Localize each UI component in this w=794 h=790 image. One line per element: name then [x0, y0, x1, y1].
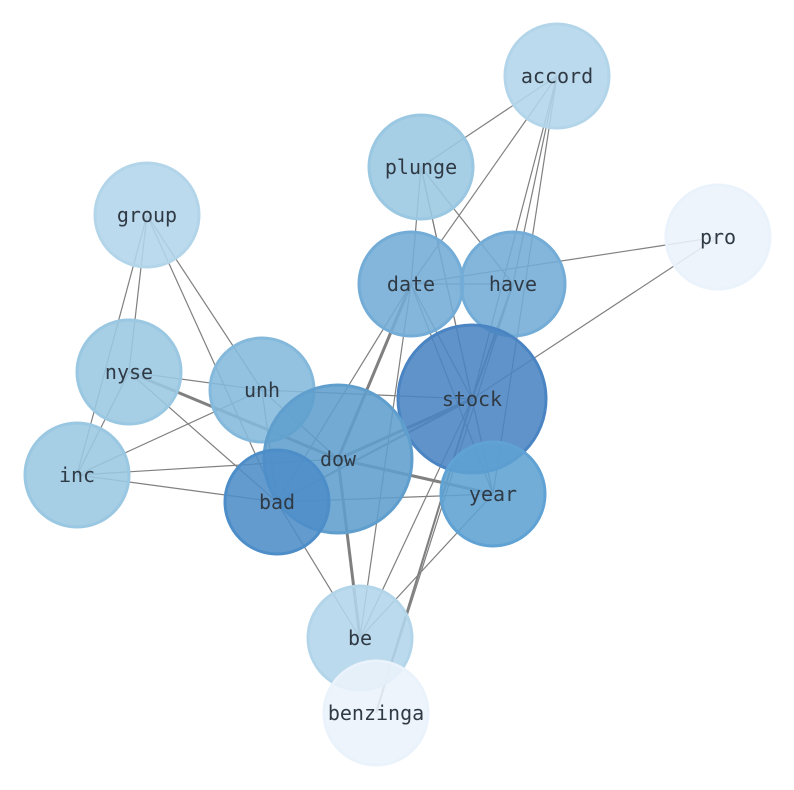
node-circle — [664, 183, 772, 291]
node-bad[interactable]: bad — [223, 448, 331, 556]
node-label: be — [348, 626, 372, 650]
node-plunge[interactable]: plunge — [367, 113, 475, 221]
node-label: benzinga — [328, 701, 424, 725]
node-stock[interactable]: stock — [396, 323, 548, 475]
node-label: stock — [442, 387, 502, 411]
node-nyse[interactable]: nyse — [75, 318, 183, 426]
node-accord[interactable]: accord — [503, 22, 611, 130]
node-benzinga[interactable]: benzinga — [322, 659, 430, 767]
node-circle — [93, 161, 201, 269]
node-label: have — [489, 272, 537, 296]
node-circle — [439, 440, 547, 548]
node-label: pro — [700, 225, 736, 249]
node-have[interactable]: have — [459, 230, 567, 338]
node-label: accord — [521, 64, 593, 88]
node-circle — [503, 22, 611, 130]
node-label: dow — [320, 447, 357, 471]
node-inc[interactable]: inc — [23, 421, 131, 529]
node-circle — [23, 421, 131, 529]
node-pro[interactable]: pro — [664, 183, 772, 291]
node-label: bad — [259, 490, 295, 514]
node-circle — [367, 113, 475, 221]
node-label: inc — [59, 463, 95, 487]
node-date[interactable]: date — [357, 230, 465, 338]
node-circle — [223, 448, 331, 556]
node-circle — [75, 318, 183, 426]
node-label: year — [469, 482, 517, 506]
node-group[interactable]: group — [93, 161, 201, 269]
node-label: plunge — [385, 155, 457, 179]
node-label: unh — [244, 378, 280, 402]
node-label: nyse — [105, 360, 153, 384]
node-label: date — [387, 272, 435, 296]
node-year[interactable]: year — [439, 440, 547, 548]
node-circle — [322, 659, 430, 767]
node-label: group — [117, 203, 177, 227]
nodes: accord plunge group pro date have nyse unh stock… — [23, 22, 772, 767]
